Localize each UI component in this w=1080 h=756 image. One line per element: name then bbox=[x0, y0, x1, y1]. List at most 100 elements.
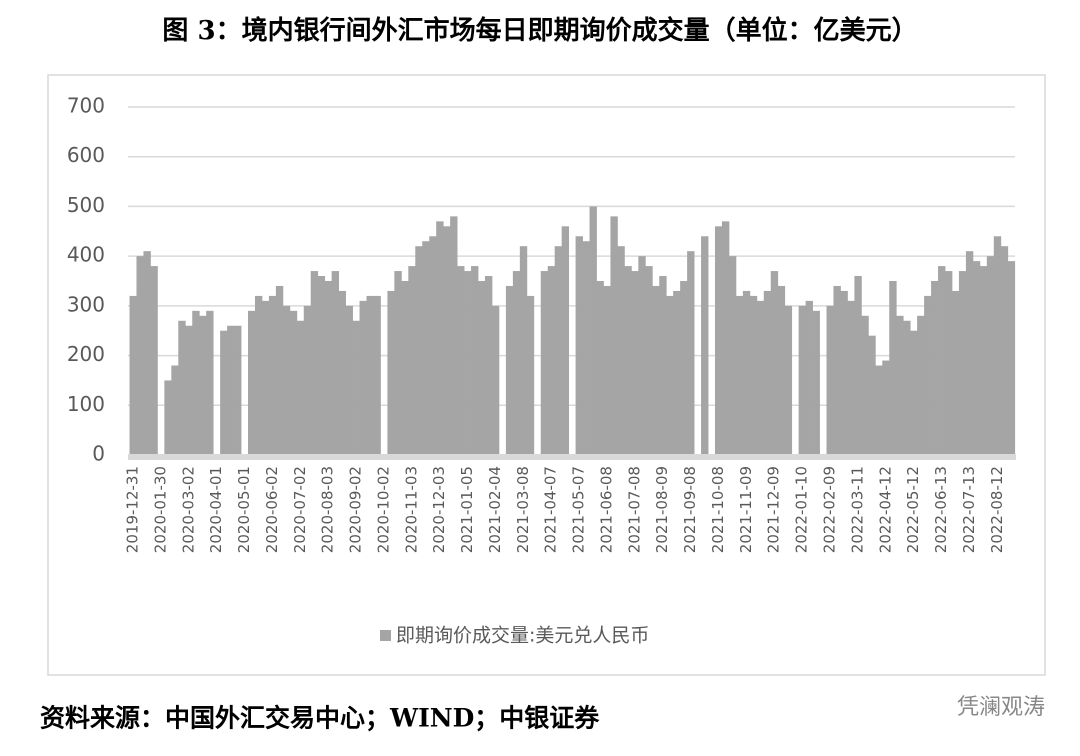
y-tick-label: 100 bbox=[67, 392, 105, 416]
bar bbox=[972, 261, 981, 455]
bar bbox=[178, 320, 186, 455]
bar bbox=[979, 266, 988, 455]
y-tick-label: 500 bbox=[67, 193, 105, 217]
bar bbox=[484, 276, 493, 455]
bar bbox=[582, 241, 590, 455]
x-tick-label: 2020-11-03 bbox=[402, 466, 420, 553]
y-tick-label: 200 bbox=[67, 342, 105, 366]
bar bbox=[436, 221, 444, 455]
bar bbox=[770, 271, 779, 455]
source: 资料来源：中国外汇交易中心；WIND；中银证券 bbox=[40, 704, 600, 733]
x-tick-label: 2020-04-01 bbox=[207, 466, 225, 553]
x-tick-label: 2020-06-02 bbox=[263, 466, 281, 553]
bar bbox=[289, 310, 298, 455]
x-tick-label: 2021-10-08 bbox=[709, 466, 727, 553]
bar bbox=[652, 285, 660, 455]
x-tick-label: 2022-02-09 bbox=[821, 466, 839, 553]
bar bbox=[331, 271, 340, 455]
bar bbox=[701, 236, 709, 455]
bar bbox=[673, 290, 681, 455]
bar bbox=[721, 221, 730, 455]
bar bbox=[575, 236, 583, 455]
x-tick-label: 2019-12-31 bbox=[124, 466, 142, 553]
bar bbox=[812, 310, 820, 455]
bar bbox=[471, 266, 479, 455]
bar bbox=[136, 256, 144, 455]
bar bbox=[728, 256, 737, 455]
bar bbox=[450, 216, 458, 455]
bar bbox=[171, 365, 179, 455]
y-tick-label: 300 bbox=[67, 292, 105, 316]
bar bbox=[903, 320, 911, 455]
x-tick-label: 2020-12-03 bbox=[430, 466, 448, 553]
bar bbox=[352, 320, 360, 455]
bar bbox=[666, 295, 674, 455]
bar bbox=[965, 251, 974, 455]
bar bbox=[896, 315, 904, 455]
bar bbox=[540, 271, 549, 455]
bar bbox=[443, 226, 451, 455]
x-tick-label: 2021-02-04 bbox=[486, 466, 504, 553]
bar bbox=[986, 256, 995, 455]
bar bbox=[268, 295, 277, 455]
bar bbox=[254, 295, 263, 455]
bar bbox=[275, 285, 284, 455]
x-tick-label: 2021-01-05 bbox=[458, 466, 476, 553]
bar bbox=[227, 325, 235, 455]
bar bbox=[464, 271, 472, 455]
bar bbox=[861, 315, 869, 455]
bar bbox=[735, 295, 744, 455]
bar bbox=[777, 285, 786, 455]
x-axis bbox=[128, 454, 1016, 460]
bar bbox=[248, 310, 256, 455]
x-tick-label: 2022-01-10 bbox=[793, 466, 811, 553]
y-tick-label: 400 bbox=[67, 243, 105, 267]
bar bbox=[958, 271, 967, 455]
bar bbox=[833, 285, 841, 455]
bar bbox=[680, 281, 688, 455]
bar bbox=[303, 305, 312, 455]
bar bbox=[422, 241, 430, 455]
bar bbox=[854, 276, 862, 455]
x-tick-label: 2020-07-02 bbox=[291, 466, 309, 553]
bar bbox=[763, 290, 772, 455]
bar bbox=[129, 295, 137, 455]
x-tick-label: 2020-09-02 bbox=[347, 466, 365, 553]
bar bbox=[589, 206, 597, 455]
bar bbox=[512, 271, 521, 455]
bar bbox=[478, 281, 486, 455]
bar bbox=[457, 266, 465, 455]
bar bbox=[394, 271, 402, 455]
x-tick-label: 2022-07-13 bbox=[960, 466, 978, 553]
bar bbox=[373, 295, 381, 455]
bar bbox=[638, 256, 646, 455]
y-tick-label: 0 bbox=[92, 442, 105, 466]
x-tick-label: 2022-08-12 bbox=[988, 466, 1006, 553]
bar bbox=[840, 290, 848, 455]
bar bbox=[261, 300, 270, 455]
bar bbox=[951, 290, 960, 455]
bar bbox=[345, 305, 353, 455]
legend-swatch bbox=[380, 630, 391, 641]
x-tick-label: 2020-05-01 bbox=[235, 466, 253, 553]
y-tick-label: 700 bbox=[67, 94, 105, 118]
bar bbox=[491, 305, 500, 455]
bar bbox=[603, 285, 611, 455]
bar bbox=[882, 360, 890, 455]
bar bbox=[714, 226, 723, 455]
bar bbox=[805, 300, 813, 455]
bar bbox=[150, 266, 158, 455]
bar bbox=[324, 281, 333, 455]
bar bbox=[359, 300, 367, 455]
bar bbox=[199, 315, 207, 455]
bar bbox=[1007, 261, 1016, 455]
x-tick-label: 2021-08-09 bbox=[653, 466, 671, 553]
bar bbox=[1000, 246, 1009, 455]
x-tick-label: 2021-06-08 bbox=[597, 466, 615, 553]
bar bbox=[192, 310, 200, 455]
bar bbox=[756, 300, 765, 455]
x-tick-label: 2021-05-07 bbox=[570, 466, 588, 553]
bar bbox=[924, 295, 932, 455]
bar bbox=[687, 251, 695, 455]
bar bbox=[519, 246, 528, 455]
